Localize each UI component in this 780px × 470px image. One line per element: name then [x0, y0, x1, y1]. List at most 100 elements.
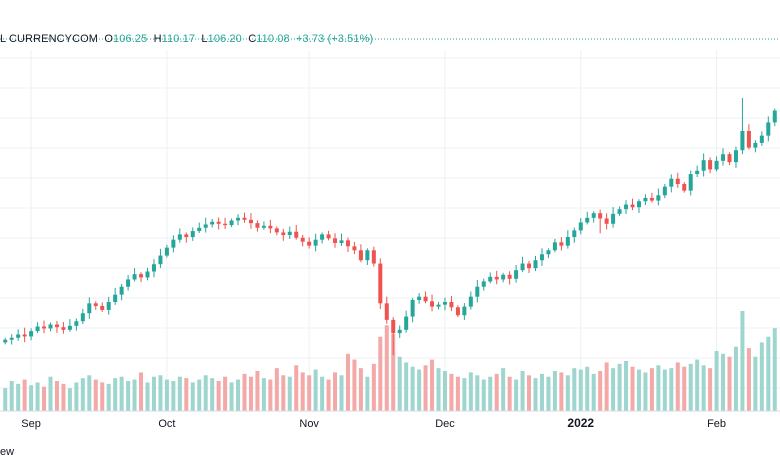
volume-bar — [87, 375, 92, 411]
candle — [585, 211, 590, 225]
volume-bar — [132, 379, 137, 411]
candle — [759, 131, 764, 146]
candle — [436, 301, 441, 310]
candle-body — [203, 224, 208, 228]
candle-body — [190, 231, 195, 238]
candle — [171, 235, 176, 253]
candle — [378, 258, 383, 310]
candle-body — [223, 223, 228, 226]
x-tick-label: Oct — [158, 418, 175, 430]
candle — [695, 165, 700, 177]
open-label: O — [104, 33, 114, 45]
candle-body — [294, 231, 299, 238]
volume-bar — [35, 382, 40, 411]
volume-bar — [197, 379, 202, 411]
candle — [533, 255, 538, 272]
volume-bar — [93, 379, 98, 411]
candle — [675, 172, 680, 188]
candle — [333, 233, 338, 248]
volume-bar — [546, 376, 551, 411]
x-tick-label: Nov — [299, 418, 319, 430]
candle — [67, 319, 72, 332]
volume-bar — [462, 378, 467, 411]
change-value: +3.73 (+3.51%) — [295, 33, 374, 45]
candle-body — [630, 204, 635, 208]
volume-bar — [100, 382, 105, 411]
candle-body — [488, 276, 493, 282]
candle-body — [365, 250, 370, 261]
candle — [132, 268, 137, 282]
volume-bar — [80, 378, 85, 411]
candle — [520, 256, 525, 273]
candle-body — [585, 217, 590, 223]
candle — [552, 238, 557, 253]
candle — [326, 230, 331, 241]
candle — [397, 325, 402, 338]
candle — [274, 226, 279, 236]
volume-bar — [527, 375, 532, 411]
candle — [481, 278, 486, 291]
candle-body — [481, 281, 486, 287]
candle — [255, 220, 260, 232]
candle-body — [688, 174, 693, 191]
candle-body — [753, 142, 758, 148]
volume-bar — [442, 371, 447, 411]
candle-body — [54, 324, 59, 328]
volume-bar — [268, 379, 273, 411]
candle-body — [126, 279, 131, 287]
candle — [462, 303, 467, 321]
volume-bar — [572, 368, 577, 411]
candle — [294, 224, 299, 240]
candle — [507, 271, 512, 285]
candle — [113, 287, 118, 305]
candle — [494, 270, 499, 285]
volume-bar — [339, 375, 344, 411]
candle — [365, 248, 370, 265]
candle-body — [29, 331, 34, 337]
candle-body — [572, 230, 577, 238]
candle — [371, 246, 376, 267]
candle-body — [35, 326, 40, 332]
candle-body — [113, 294, 118, 302]
candle — [565, 230, 570, 249]
candle-body — [636, 201, 641, 208]
volume-bar — [643, 372, 648, 411]
candle — [559, 237, 564, 251]
candle — [721, 148, 726, 166]
volume-bar — [598, 371, 603, 411]
volume-bar — [106, 383, 111, 411]
candle — [624, 200, 629, 214]
candle-body — [87, 303, 92, 314]
candle-body — [151, 264, 156, 272]
candle — [300, 234, 305, 247]
candle — [22, 327, 27, 343]
volume-bar — [345, 353, 350, 411]
volume-bar — [539, 373, 544, 411]
candle — [320, 232, 325, 244]
candle-body — [171, 239, 176, 248]
volume-bar — [611, 368, 616, 411]
volume-bar — [397, 356, 402, 411]
volume-bar — [727, 356, 732, 411]
candle-body — [611, 213, 616, 224]
candle — [352, 241, 357, 255]
candle-body — [164, 247, 169, 256]
candle — [216, 217, 221, 230]
candle-body — [462, 306, 467, 316]
candle-body — [67, 325, 72, 330]
candle-body — [287, 231, 292, 236]
candle — [468, 291, 473, 310]
candle-body — [313, 239, 318, 246]
candle-body — [417, 296, 422, 300]
candle — [229, 218, 234, 228]
x-tick-label: 2022 — [567, 416, 594, 430]
candle-body — [391, 319, 396, 334]
volume-bar — [475, 375, 480, 411]
high-value: 110.17 — [161, 33, 196, 45]
candle-body — [423, 296, 428, 302]
volume-bar — [313, 369, 318, 411]
candle-body — [100, 305, 105, 310]
candle-body — [721, 154, 726, 161]
candle-body — [552, 242, 557, 251]
candle-body — [42, 326, 47, 329]
